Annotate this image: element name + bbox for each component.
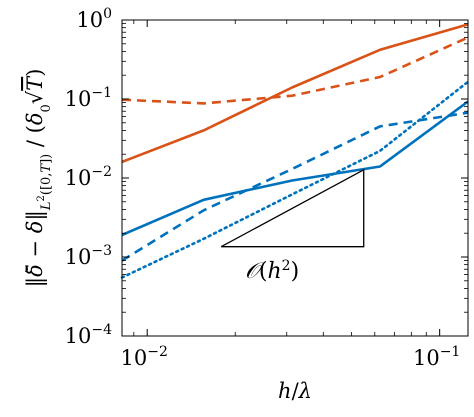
series-line-5: [120, 80, 470, 279]
series-line-1: [121, 23, 469, 164]
slope-triangle: [220, 168, 365, 248]
x-tick-label: 10−1: [413, 344, 460, 370]
x-tick-label: 10−2: [121, 344, 168, 370]
series-line-2: [121, 36, 469, 105]
series-line-3: [121, 100, 469, 237]
y-tick-label: 10−4: [65, 322, 112, 348]
y-axis-label: ‖δ̆ − δ‖L2([0,T]) / (δ0√T): [23, 69, 54, 288]
y-tick-label: 100: [76, 6, 112, 32]
y-tick-label: 10−1: [65, 85, 112, 111]
svg-text:‖δ̆ − δ‖L2([0,T]) / (δ0√T): ‖δ̆ − δ‖L2([0,T]) / (δ0√T): [23, 69, 54, 288]
triangle-outline: [220, 168, 365, 248]
plot-frame: [121, 19, 469, 337]
series-layer: [120, 23, 470, 279]
tick-layer: 100 10−1 10−2 10−3 10−4 10−2 10−1: [65, 6, 468, 370]
y-tick-label: 10−2: [65, 164, 112, 190]
x-axis-label: h/λ: [278, 379, 312, 403]
series-line-4: [121, 111, 469, 262]
triangle-label: 𝒪(h2): [245, 258, 299, 284]
y-tick-label: 10−3: [65, 243, 112, 269]
